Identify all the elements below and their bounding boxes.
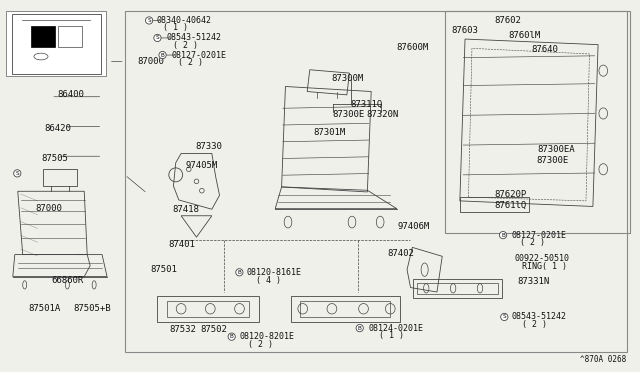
Text: 87300E: 87300E: [536, 156, 568, 165]
Text: S: S: [15, 171, 19, 176]
Text: RING( 1 ): RING( 1 ): [522, 262, 566, 271]
Text: B: B: [230, 334, 234, 339]
Text: 66860R: 66860R: [51, 276, 83, 285]
Text: 86420: 86420: [45, 124, 72, 133]
Text: 08124-0201E: 08124-0201E: [369, 324, 424, 333]
Text: 87300EA: 87300EA: [538, 145, 575, 154]
Text: B: B: [358, 326, 362, 331]
Text: 87402: 87402: [387, 249, 414, 258]
Bar: [417, 283, 498, 294]
Text: 87505: 87505: [42, 154, 68, 163]
Text: 87505+B: 87505+B: [74, 304, 111, 313]
Text: 87501A: 87501A: [29, 304, 61, 313]
Text: S: S: [147, 18, 151, 23]
Text: 08127-0201E: 08127-0201E: [512, 231, 567, 240]
Bar: [300, 301, 390, 317]
Text: 87501: 87501: [150, 265, 177, 274]
Text: ( 2 ): ( 2 ): [520, 238, 545, 247]
Text: 87331N: 87331N: [517, 278, 549, 286]
Bar: [6, 11, 106, 76]
Bar: [31, 26, 55, 46]
Text: 8760lM: 8760lM: [509, 31, 541, 40]
Text: ^870A 0268: ^870A 0268: [580, 355, 626, 364]
Bar: [125, 11, 627, 352]
Text: 08127-0201E: 08127-0201E: [172, 51, 227, 60]
Text: 87320N: 87320N: [366, 110, 398, 119]
Text: S: S: [156, 35, 159, 41]
Text: ( 2 ): ( 2 ): [522, 320, 547, 329]
Text: 87000: 87000: [35, 204, 62, 213]
Text: 87532: 87532: [170, 325, 196, 334]
Text: 87502: 87502: [200, 325, 227, 334]
Text: 87602: 87602: [494, 16, 521, 25]
Bar: [445, 11, 630, 232]
Text: 87300M: 87300M: [332, 74, 364, 83]
Text: ( 1 ): ( 1 ): [163, 23, 188, 32]
Text: ( 4 ): ( 4 ): [256, 276, 281, 285]
Text: 87300E: 87300E: [333, 110, 365, 119]
Text: 87600M: 87600M: [397, 43, 429, 52]
Text: 87620P: 87620P: [495, 190, 527, 199]
Bar: [157, 296, 259, 322]
Text: 87401: 87401: [168, 240, 195, 249]
Text: B: B: [161, 52, 164, 58]
Text: 87603: 87603: [451, 26, 478, 35]
Text: ( 2 ): ( 2 ): [173, 41, 198, 50]
Text: ( 2 ): ( 2 ): [248, 340, 273, 349]
Text: 08120-8161E: 08120-8161E: [246, 268, 301, 277]
Text: 97406M: 97406M: [397, 222, 429, 231]
Text: 08340-40642: 08340-40642: [157, 16, 212, 25]
Bar: [413, 279, 502, 298]
Text: 86400: 86400: [58, 90, 84, 99]
Text: 87418: 87418: [173, 205, 200, 214]
Bar: [291, 296, 400, 322]
Bar: [42, 169, 77, 186]
Text: 08543-51242: 08543-51242: [166, 33, 221, 42]
Text: 00922-50510: 00922-50510: [515, 254, 570, 263]
Text: S: S: [502, 314, 506, 320]
Text: 87330: 87330: [195, 142, 222, 151]
Text: 87311Q: 87311Q: [351, 100, 383, 109]
Text: 8761lQ: 8761lQ: [495, 201, 527, 210]
Bar: [166, 301, 249, 317]
Bar: [58, 26, 82, 46]
Text: 08543-51242: 08543-51242: [512, 312, 567, 321]
Text: ( 2 ): ( 2 ): [178, 58, 203, 67]
Text: 87301M: 87301M: [314, 128, 346, 137]
Text: 08120-8201E: 08120-8201E: [240, 332, 295, 341]
Text: B: B: [501, 232, 505, 238]
Text: B: B: [237, 270, 241, 275]
Text: 97405M: 97405M: [186, 161, 218, 170]
Text: 87640: 87640: [531, 45, 558, 54]
Text: ( 1 ): ( 1 ): [379, 331, 404, 340]
Text: 87000: 87000: [138, 57, 164, 66]
